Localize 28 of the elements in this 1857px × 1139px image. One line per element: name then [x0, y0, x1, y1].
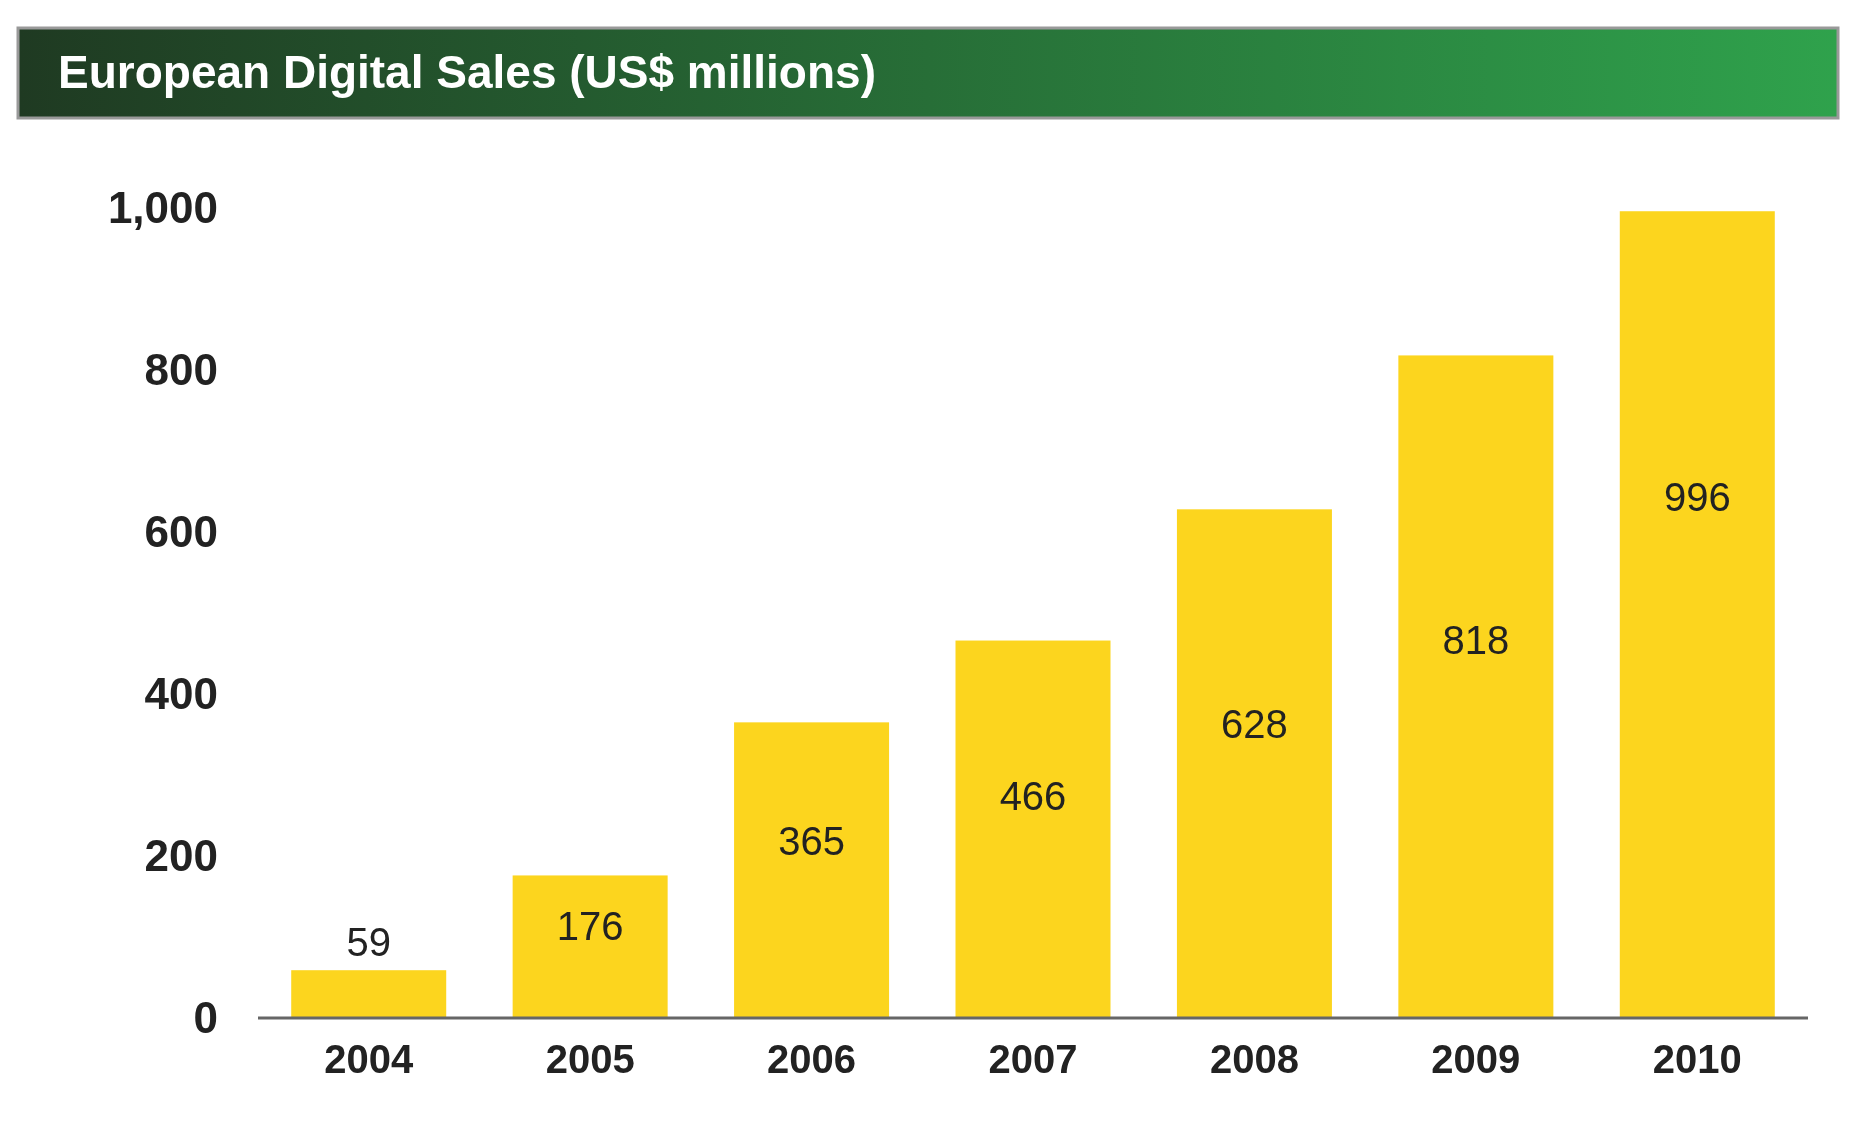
bar	[512, 875, 668, 1018]
bar	[1176, 509, 1332, 1018]
y-tick-label: 1,000	[107, 183, 218, 233]
data-label: 996	[1663, 475, 1731, 520]
data-label: 365	[778, 819, 845, 864]
bar	[1619, 211, 1775, 1018]
x-tick-label: 2010	[1652, 1037, 1742, 1081]
bar	[734, 722, 890, 1018]
x-tick-label: 2004	[324, 1037, 414, 1081]
x-tick-label: 2009	[1431, 1037, 1521, 1081]
data-label: 466	[999, 774, 1067, 819]
y-tick-label: 800	[144, 345, 218, 395]
bar	[291, 970, 447, 1018]
data-label: 818	[1442, 617, 1510, 662]
data-label: 59	[346, 920, 391, 965]
y-tick-label: 600	[144, 507, 218, 557]
y-tick-label: 400	[144, 669, 218, 719]
data-label: 176	[556, 903, 624, 948]
data-label: 628	[1221, 702, 1288, 747]
x-tick-label: 2008	[1209, 1037, 1299, 1081]
x-tick-label: 2006	[767, 1037, 857, 1081]
x-tick-label: 2005	[545, 1037, 635, 1081]
y-tick-label: 0	[193, 993, 218, 1043]
chart-title: European Digital Sales (US$ millions)	[58, 46, 876, 98]
bar	[955, 640, 1111, 1018]
x-tick-label: 2007	[988, 1037, 1078, 1081]
bar	[1398, 355, 1554, 1018]
y-tick-label: 200	[144, 831, 218, 881]
